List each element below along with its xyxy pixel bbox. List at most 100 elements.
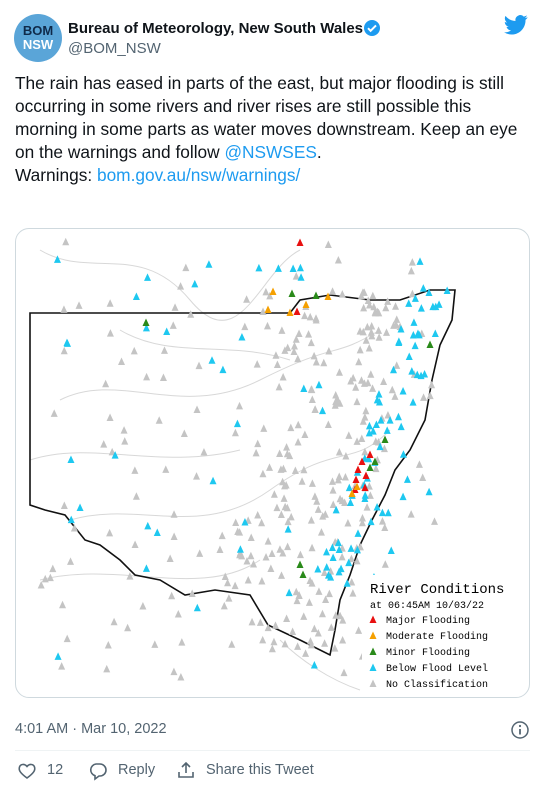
station-marker <box>411 341 419 350</box>
station-marker <box>378 517 386 525</box>
station-marker <box>409 331 417 339</box>
station-marker <box>236 545 244 553</box>
station-marker <box>293 307 301 315</box>
station-marker <box>362 471 370 479</box>
station-marker <box>391 392 399 400</box>
station-marker <box>363 503 371 511</box>
station-marker <box>216 545 224 553</box>
avatar[interactable]: BOM NSW <box>14 14 62 62</box>
station-marker <box>315 587 323 595</box>
station-marker <box>250 559 258 568</box>
warnings-label: Warnings: <box>15 165 97 185</box>
station-marker <box>263 321 271 330</box>
station-marker <box>67 515 75 524</box>
station-marker <box>195 361 203 370</box>
station-marker <box>365 344 373 352</box>
station-marker <box>349 589 357 597</box>
station-marker <box>425 288 433 297</box>
station-marker <box>372 420 380 429</box>
like-icon[interactable] <box>17 761 37 781</box>
station-marker <box>266 463 274 471</box>
warnings-link[interactable]: bom.gov.au/nsw/warnings/ <box>96 165 301 185</box>
station-marker <box>106 528 114 537</box>
station-marker <box>275 382 283 391</box>
station-marker <box>288 289 296 297</box>
station-marker <box>324 240 332 248</box>
station-marker <box>371 308 379 316</box>
station-marker <box>305 598 313 606</box>
share-button[interactable]: Share this Tweet <box>206 762 314 778</box>
station-marker <box>375 333 383 341</box>
station-marker <box>366 491 374 499</box>
station-marker <box>63 634 71 643</box>
station-marker <box>262 553 270 561</box>
station-marker <box>191 279 199 288</box>
divider <box>15 750 530 751</box>
station-marker <box>399 386 407 395</box>
station-marker <box>170 510 178 518</box>
station-marker <box>411 294 419 302</box>
legend-label: Minor Flooding <box>386 647 470 659</box>
station-marker <box>231 428 239 437</box>
station-marker <box>308 543 316 552</box>
station-marker <box>425 487 433 496</box>
reply-icon[interactable] <box>88 761 108 781</box>
station-marker <box>314 565 322 573</box>
station-marker <box>358 514 366 522</box>
account-name[interactable]: Bureau of Meteorology, New South Wales <box>68 20 364 37</box>
station-marker <box>219 365 227 374</box>
station-marker <box>354 465 362 473</box>
reply-button[interactable]: Reply <box>118 762 156 778</box>
station-marker <box>397 422 405 431</box>
station-marker <box>299 570 307 578</box>
station-marker <box>348 489 356 497</box>
map-image[interactable]: River Conditions at 06:45AM 10/03/22 Major… <box>15 228 530 698</box>
station-marker <box>365 300 373 309</box>
share-icon[interactable] <box>176 760 196 780</box>
station-marker <box>220 601 228 610</box>
station-marker <box>111 451 119 459</box>
account-handle[interactable]: @BOM_NSW <box>68 40 161 57</box>
timestamp[interactable]: 4:01 AM · Mar 10, 2022 <box>15 721 167 737</box>
station-marker <box>291 466 299 475</box>
station-marker <box>380 377 388 385</box>
station-marker <box>231 581 239 590</box>
station-marker <box>353 556 361 565</box>
station-marker <box>285 588 293 597</box>
station-marker <box>238 332 246 341</box>
legend-title: River Conditions <box>370 582 504 598</box>
mention-link[interactable]: @NSWSES <box>224 142 317 162</box>
station-marker <box>307 640 315 649</box>
station-marker <box>151 640 159 648</box>
station-marker <box>305 330 313 338</box>
info-icon[interactable] <box>510 720 530 740</box>
station-marker <box>290 342 298 350</box>
station-marker <box>260 424 268 432</box>
station-marker <box>381 560 389 568</box>
station-marker <box>75 301 83 309</box>
station-marker <box>41 574 49 583</box>
station-marker <box>272 351 280 359</box>
station-marker <box>262 287 270 296</box>
station-marker <box>409 398 417 406</box>
station-marker <box>132 492 140 500</box>
station-marker <box>431 329 439 337</box>
station-marker <box>142 318 150 326</box>
like-count[interactable]: 12 <box>47 762 64 778</box>
station-marker <box>369 663 377 671</box>
station-marker <box>243 557 251 565</box>
station-marker <box>64 339 72 347</box>
station-marker <box>315 380 323 389</box>
station-marker <box>375 390 383 398</box>
station-marker <box>264 537 272 545</box>
station-marker <box>298 477 306 485</box>
twitter-logo[interactable] <box>504 14 528 36</box>
station-marker <box>271 621 279 629</box>
station-marker <box>310 351 318 360</box>
station-marker <box>108 447 116 456</box>
station-marker <box>345 483 353 492</box>
legend-background <box>362 575 512 695</box>
station-marker <box>353 437 361 445</box>
station-marker <box>334 255 342 264</box>
station-marker <box>314 629 322 637</box>
